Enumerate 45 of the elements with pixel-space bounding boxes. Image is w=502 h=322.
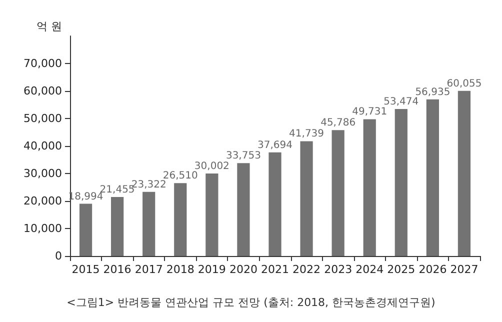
bar bbox=[237, 163, 250, 256]
x-tick-label: 2016 bbox=[103, 263, 132, 276]
y-tick-label: 10,000 bbox=[24, 222, 62, 235]
y-tick-label: 40,000 bbox=[24, 140, 62, 152]
bar bbox=[79, 204, 92, 256]
bar bbox=[426, 99, 439, 256]
data-label: 37,694 bbox=[258, 140, 292, 151]
x-tick-label: 2026 bbox=[418, 263, 447, 276]
x-tick-label: 2023 bbox=[324, 263, 352, 276]
x-tick-label: 2025 bbox=[387, 263, 416, 276]
data-label: 30,002 bbox=[194, 160, 230, 172]
bar bbox=[111, 197, 124, 256]
x-tick-label: 2020 bbox=[229, 263, 258, 276]
x-tick-label: 2027 bbox=[450, 263, 478, 276]
text: <그림1> 반려동물 연관산업 규모 전망 (출처: 2018, 한국농촌경제연구원) bbox=[66, 296, 436, 309]
bar bbox=[206, 173, 218, 256]
x-tick-label: 2019 bbox=[198, 263, 226, 276]
y-tick-label: 60,000 bbox=[24, 84, 62, 98]
data-label: 33,753 bbox=[226, 150, 261, 162]
bar bbox=[363, 119, 376, 256]
bar bbox=[458, 90, 471, 256]
bar bbox=[142, 192, 156, 256]
bar bbox=[268, 152, 282, 256]
y-tick-label: 30,000 bbox=[24, 167, 62, 180]
y-tick-label: 0 bbox=[55, 250, 62, 262]
x-tick-label: 2024 bbox=[356, 263, 384, 276]
data-label: 49,731 bbox=[352, 106, 388, 118]
data-label: 45,786 bbox=[320, 118, 356, 129]
bar bbox=[332, 130, 344, 256]
data-label: 53,474 bbox=[384, 96, 419, 108]
data-label: 56,935 bbox=[415, 86, 450, 98]
y-axis-title: 억 원 bbox=[36, 20, 62, 33]
data-label: 41,739 bbox=[289, 128, 324, 140]
x-tick-label: 2017 bbox=[134, 263, 163, 276]
data-label: 60,055 bbox=[446, 78, 482, 90]
x-tick-label: 2015 bbox=[72, 263, 100, 276]
bar bbox=[300, 141, 313, 256]
y-tick-label: 70,000 bbox=[24, 57, 62, 70]
x-tick-label: 2021 bbox=[261, 263, 289, 276]
y-tick-label: 20,000 bbox=[24, 194, 62, 208]
bar bbox=[174, 183, 187, 256]
y-tick-label: 50,000 bbox=[24, 112, 62, 125]
x-tick-label: 2022 bbox=[292, 263, 321, 276]
bar bbox=[394, 108, 408, 256]
x-tick-label: 2018 bbox=[166, 263, 194, 276]
